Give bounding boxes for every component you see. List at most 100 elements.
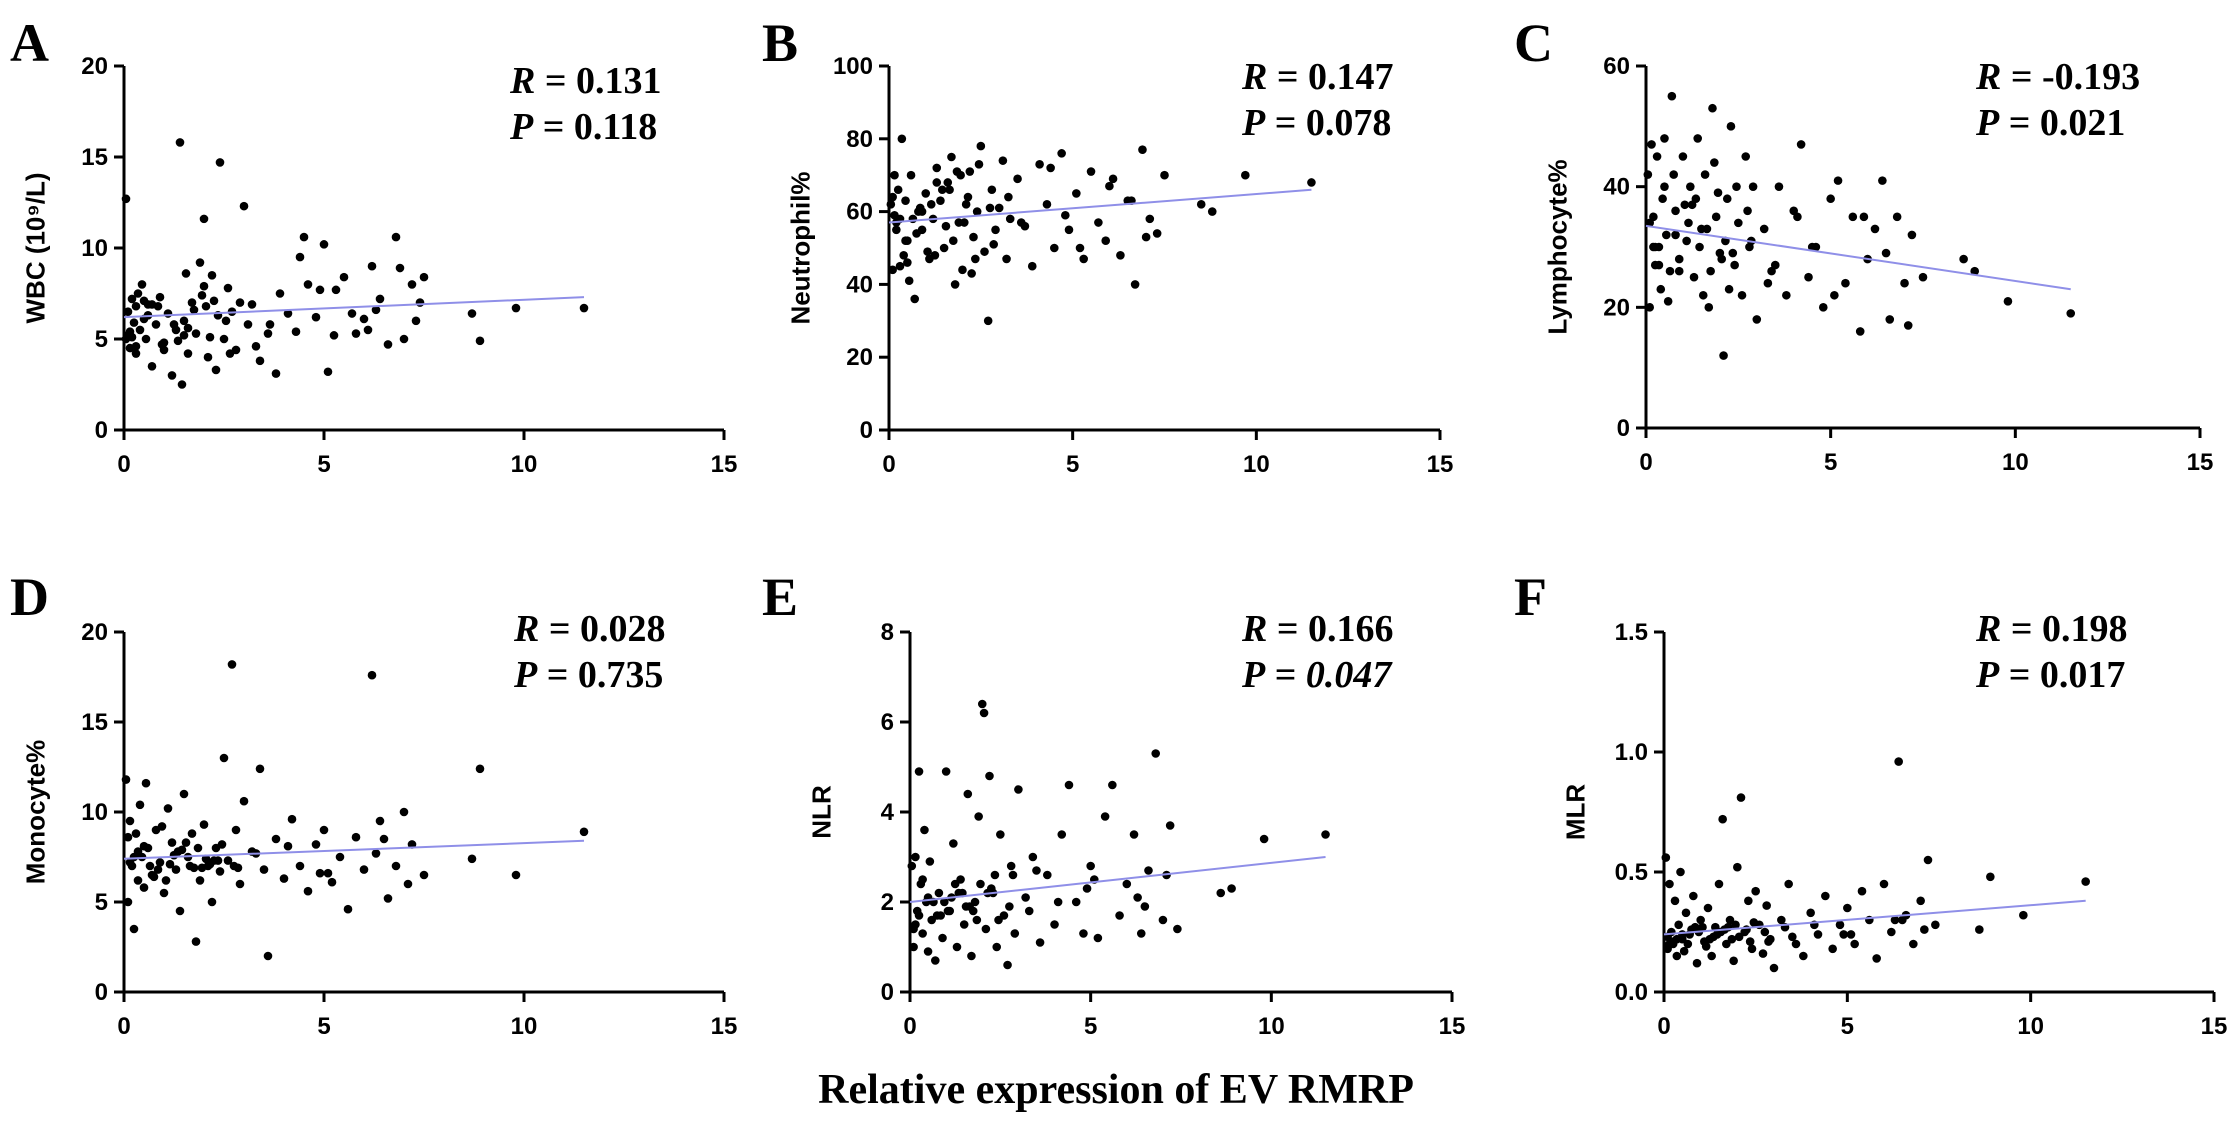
- data-point: [969, 232, 978, 242]
- data-point: [903, 258, 912, 267]
- data-point: [1661, 853, 1671, 862]
- y-axis-label: WBC (10⁹/L): [20, 172, 51, 324]
- data-point: [175, 138, 185, 147]
- data-point: [243, 320, 253, 329]
- data-point: [511, 870, 521, 880]
- data-point: [1885, 315, 1895, 324]
- data-point: [958, 265, 967, 275]
- data-point: [1881, 248, 1891, 258]
- data-point: [1086, 861, 1095, 871]
- data-point: [303, 280, 313, 289]
- data-point: [971, 254, 980, 264]
- data-point: [287, 814, 297, 824]
- data-point: [475, 336, 485, 346]
- data-point: [899, 250, 908, 260]
- data-point: [225, 349, 235, 358]
- data-point: [972, 207, 982, 216]
- data-point: [1004, 192, 1013, 202]
- data-point: [399, 334, 409, 344]
- y-axis-label: NLR: [806, 785, 837, 839]
- data-point: [1898, 915, 1907, 925]
- data-point: [1057, 830, 1067, 839]
- data-point: [197, 291, 207, 300]
- data-point: [219, 334, 229, 344]
- data-point: [954, 888, 964, 898]
- data-point: [121, 194, 131, 204]
- data-point: [1003, 960, 1012, 970]
- data-point: [295, 252, 305, 262]
- x-tick-label: 10: [1243, 451, 1270, 478]
- data-point: [371, 305, 381, 315]
- panel-f: 0.0 0.5 1.0 1.5 0 5 10 15 F MLR R = 0.198 P = 0.017: [1500, 548, 2232, 1088]
- data-point: [1763, 278, 1773, 288]
- data-point: [2019, 910, 2028, 920]
- data-point: [209, 296, 219, 306]
- y-tick-label: 6: [881, 709, 894, 736]
- data-point: [1745, 937, 1755, 946]
- y-tick-label: 0: [95, 979, 108, 1006]
- data-point: [263, 951, 273, 961]
- data-point: [1846, 930, 1856, 939]
- x-tick-label: 5: [317, 451, 330, 478]
- data-point: [932, 911, 942, 920]
- data-point: [1679, 946, 1689, 956]
- data-point: [271, 369, 281, 378]
- y-tick-label: 100: [833, 53, 873, 80]
- data-point: [1100, 812, 1110, 821]
- data-point: [1900, 278, 1909, 288]
- y-tick-label: 0: [881, 979, 894, 1006]
- data-point: [137, 280, 147, 289]
- data-point: [193, 843, 203, 853]
- data-point: [1704, 303, 1714, 312]
- x-tick-label: 0: [882, 451, 895, 478]
- data-point: [251, 341, 261, 351]
- data-point: [139, 296, 149, 306]
- x-tick-label: 10: [511, 451, 538, 478]
- y-tick-label: 0: [860, 417, 873, 444]
- data-point: [1006, 861, 1016, 871]
- data-point: [351, 832, 361, 842]
- data-point: [1695, 242, 1704, 252]
- data-point: [1744, 896, 1753, 906]
- data-point: [961, 200, 971, 209]
- data-point: [1671, 230, 1680, 240]
- data-point: [976, 141, 986, 151]
- data-point: [1094, 218, 1103, 227]
- r-value: R = 0.028: [514, 608, 666, 650]
- data-point: [315, 285, 325, 295]
- panel-letter: E: [762, 567, 799, 627]
- data-point: [1907, 230, 1917, 240]
- data-point: [1821, 891, 1830, 901]
- data-point: [1689, 272, 1699, 282]
- data-point: [1645, 303, 1654, 312]
- data-point: [979, 708, 989, 718]
- data-point: [1140, 902, 1150, 911]
- p-value: P = 0.017: [1976, 654, 2126, 696]
- data-point: [968, 906, 978, 916]
- data-point: [199, 820, 209, 829]
- data-point: [1702, 224, 1712, 234]
- data-point: [173, 336, 183, 346]
- data-point: [1703, 903, 1713, 913]
- x-tick-label: 15: [2201, 1013, 2228, 1040]
- data-point: [159, 888, 169, 898]
- panel-d: 0 5 10 15 20 0 5 10 15 D Monocyte% R = 0.028 P = 0.7…: [0, 548, 744, 1088]
- data-point: [1839, 930, 1848, 939]
- data-point: [2081, 877, 2090, 886]
- data-point: [467, 309, 477, 318]
- data-point: [229, 861, 239, 871]
- data-point: [923, 247, 932, 256]
- data-point: [963, 789, 973, 799]
- data-point: [191, 937, 201, 946]
- data-point: [129, 852, 139, 862]
- data-point: [275, 289, 285, 298]
- data-point: [135, 800, 145, 810]
- data-point: [123, 832, 133, 842]
- y-axis-label: Lymphocyte%: [1542, 159, 1573, 335]
- data-point: [1758, 949, 1768, 958]
- data-point: [153, 865, 163, 874]
- data-point: [395, 263, 405, 273]
- x-tick-label: 15: [1427, 451, 1454, 478]
- data-point: [227, 660, 237, 669]
- y-tick-label: 60: [1603, 53, 1630, 80]
